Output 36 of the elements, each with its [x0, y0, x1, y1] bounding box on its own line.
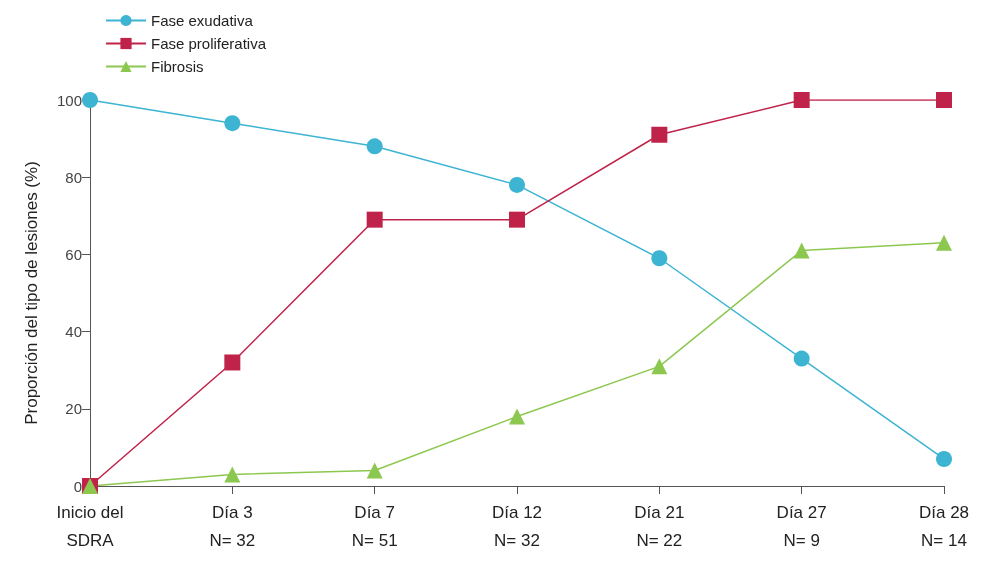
point: [509, 176, 525, 193]
point: [366, 462, 383, 479]
legend-label: Fase exudativa: [151, 12, 254, 29]
legend-label: Fase proliferativa: [151, 35, 267, 52]
y-tick-label: 80: [65, 168, 82, 186]
point: [366, 211, 383, 228]
point: [509, 408, 525, 425]
point: [366, 138, 383, 155]
point: [224, 115, 241, 132]
x-tick-label: Día 7 N= 51: [351, 502, 398, 550]
y-tick-label: 20: [65, 400, 82, 418]
point: [793, 242, 810, 259]
point: [936, 234, 952, 251]
point: [793, 350, 810, 367]
y-tick-label: 60: [65, 245, 82, 263]
y-tick-label: 0: [73, 477, 82, 495]
point: [651, 250, 668, 267]
point: [936, 92, 952, 108]
point: [224, 466, 241, 483]
legend-label: Fibrosis: [151, 58, 204, 75]
point: [82, 92, 98, 108]
x-tick-label: Día 28 N= 14: [918, 502, 970, 550]
x-tick-label: Día 12 N= 32: [491, 502, 543, 550]
x-tick-label: Día 27 N= 9: [776, 502, 827, 550]
y-tick-label: 40: [65, 323, 82, 341]
point: [936, 450, 952, 467]
point: [793, 92, 810, 108]
x-tick-label: Día 21 N= 22: [634, 502, 685, 550]
point: [224, 354, 241, 371]
point: [509, 211, 525, 228]
point: [651, 358, 668, 375]
y-tick-label: 100: [56, 91, 82, 109]
y-axis-title: Proporción del tipo de lesiones (%): [22, 161, 41, 425]
point: [651, 126, 668, 143]
x-tick-label: Día 3 N= 32: [209, 502, 256, 550]
x-tick-label: Inicio del SDRA: [56, 502, 124, 550]
